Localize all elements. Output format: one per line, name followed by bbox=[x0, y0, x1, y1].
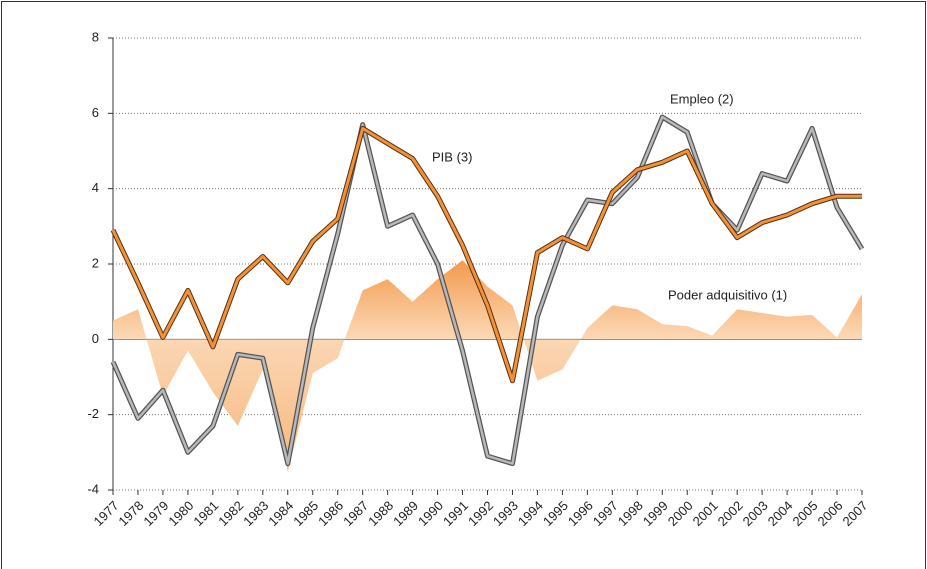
series-label: Poder adquisitivo (1) bbox=[668, 287, 787, 302]
y-tick-label: 0 bbox=[92, 331, 99, 346]
area bbox=[113, 260, 862, 472]
x-tick-label: 1991 bbox=[440, 498, 471, 529]
y-tick-label: 6 bbox=[92, 105, 99, 120]
x-tick-label: 1989 bbox=[390, 498, 421, 529]
x-tick-label: 1994 bbox=[515, 498, 546, 529]
x-tick-label: 1987 bbox=[340, 498, 371, 529]
x-tick-label: 1980 bbox=[165, 498, 196, 529]
x-tick-label: 2007 bbox=[839, 498, 870, 529]
x-tick-label: 1982 bbox=[215, 498, 246, 529]
x-tick-label: 1983 bbox=[240, 498, 271, 529]
series-label: PIB (3) bbox=[432, 149, 472, 164]
x-tick-label: 1990 bbox=[415, 498, 446, 529]
y-tick-label: -2 bbox=[87, 406, 99, 421]
x-tick-label: 1977 bbox=[90, 498, 121, 529]
x-tick-label: 2000 bbox=[665, 498, 696, 529]
x-tick-label: 2005 bbox=[790, 498, 821, 529]
x-tick-label: 1978 bbox=[115, 498, 146, 529]
y-tick-label: 8 bbox=[92, 29, 99, 44]
x-tick-label: 1993 bbox=[490, 498, 521, 529]
y-tick-label: 2 bbox=[92, 255, 99, 270]
x-tick-label: 1992 bbox=[465, 498, 496, 529]
line bbox=[111, 115, 864, 465]
x-tick-label: 2006 bbox=[815, 498, 846, 529]
x-tick-label: 2001 bbox=[690, 498, 721, 529]
x-tick-label: 1981 bbox=[190, 498, 221, 529]
x-tick-label: 1998 bbox=[615, 498, 646, 529]
x-tick-label: 1997 bbox=[590, 498, 621, 529]
x-tick-label: 1988 bbox=[365, 498, 396, 529]
y-tick-label: -4 bbox=[87, 481, 99, 496]
x-tick-label: 2004 bbox=[765, 498, 796, 529]
x-tick-label: 1986 bbox=[315, 498, 346, 529]
x-tick-label: 1999 bbox=[640, 498, 671, 529]
x-tick-label: 1979 bbox=[140, 498, 171, 529]
x-tick-label: 2002 bbox=[715, 498, 746, 529]
y-tick-label: 4 bbox=[92, 180, 99, 195]
series-label: Empleo (2) bbox=[670, 91, 734, 106]
x-tick-label: 1984 bbox=[265, 498, 296, 529]
line bbox=[111, 126, 862, 383]
x-tick-label: 1996 bbox=[565, 498, 596, 529]
x-tick-label: 2003 bbox=[740, 498, 771, 529]
x-tick-label: 1985 bbox=[290, 498, 321, 529]
x-tick-label: 1995 bbox=[540, 498, 571, 529]
